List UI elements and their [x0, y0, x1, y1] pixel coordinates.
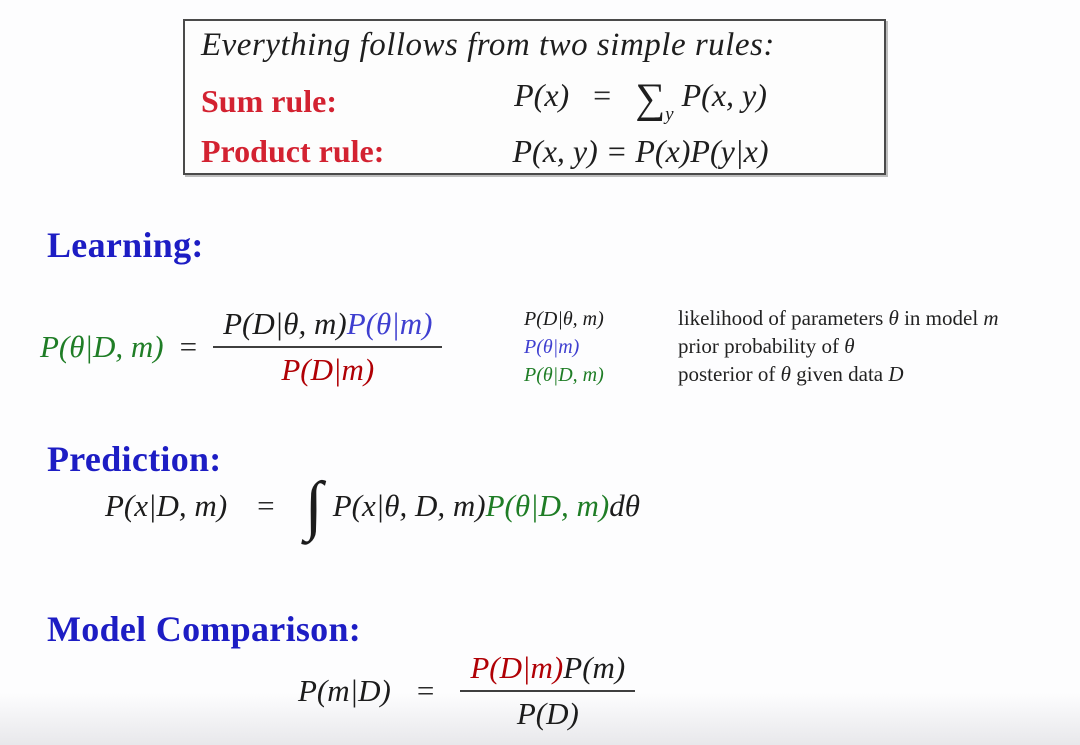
- sum-rule-row: Sum rule: P(x) = ∑y P(x, y): [201, 73, 870, 129]
- posterior-term: P(θ|D, m): [40, 329, 164, 364]
- model-comparison-heading: Model Comparison:: [47, 609, 362, 649]
- summation-subscript: y: [665, 103, 674, 125]
- fraction-numerator: P(D|θ, m)P(θ|m): [213, 306, 442, 346]
- model-comparison-equation: P(m|D) = P(D|m)P(m) P(D): [298, 650, 636, 732]
- likelihood-term: P(D|θ, m): [223, 306, 347, 341]
- sum-rhs: P(x, y): [681, 76, 767, 113]
- predictive-term: P(x|D, m): [105, 487, 228, 523]
- evidence-term: P(D|m): [213, 346, 443, 388]
- text-segment: θ: [888, 306, 899, 330]
- integrand-likelihood: P(x|θ, D, m): [332, 487, 486, 523]
- legend-description-posterior: posterior of θ given data D: [678, 362, 999, 387]
- text-segment: given data: [790, 362, 889, 386]
- text-segment: in model: [898, 306, 984, 330]
- product-rule-row: Product rule: P(x, y) = P(x)P(y|x): [201, 129, 870, 173]
- equals-sign: =: [593, 76, 612, 113]
- model-fraction: P(D|m)P(m) P(D): [460, 650, 636, 732]
- rules-intro: Everything follows from two simple rules…: [201, 27, 775, 63]
- sum-rule-formula: P(x) = ∑y P(x, y): [451, 77, 870, 126]
- text-segment: likelihood of parameters: [678, 306, 889, 330]
- prediction-heading: Prediction:: [47, 439, 222, 479]
- legend-description-prior: prior probability of θ: [678, 334, 999, 359]
- model-prior-term: P(m): [563, 650, 626, 685]
- model-evidence-term: P(D|m): [470, 650, 564, 685]
- text-segment: prior probability of: [678, 334, 845, 358]
- equals-sign: =: [179, 329, 198, 364]
- text-segment: θ: [780, 362, 791, 386]
- text-segment: m: [983, 306, 999, 330]
- equals-sign: =: [257, 487, 275, 523]
- prior-term: P(θ|m): [346, 306, 433, 341]
- text-segment: posterior of: [678, 362, 781, 386]
- differential: dθ: [609, 487, 640, 523]
- sum-rule-label: Sum rule:: [201, 82, 337, 119]
- equals-sign: =: [416, 673, 435, 708]
- model-posterior-term: P(m|D): [298, 673, 391, 708]
- legend-formula-posterior: P(θ|D, m): [524, 364, 604, 386]
- legend-formula-likelihood: P(D|θ, m): [524, 308, 604, 330]
- summation-symbol: ∑: [635, 75, 666, 122]
- legend-description-likelihood: likelihood of parameters θ in model m: [678, 306, 999, 331]
- bayes-fraction: P(D|θ, m)P(θ|m) P(D|m): [213, 306, 443, 388]
- sum-lhs: P(x): [514, 76, 570, 113]
- text-segment: D: [888, 362, 904, 386]
- learning-heading: Learning:: [47, 225, 204, 265]
- prediction-equation: P(x|D, m) = ∫ P(x|θ, D, m) P(θ|D, m) dθ: [105, 469, 640, 542]
- fraction-numerator: P(D|m)P(m): [460, 650, 635, 690]
- integrand-posterior: P(θ|D, m): [485, 487, 610, 523]
- legend-formula-prior: P(θ|m): [524, 336, 580, 358]
- rules-box: Everything follows from two simple rules…: [183, 19, 886, 175]
- product-rule-formula: P(x, y) = P(x)P(y|x): [512, 132, 769, 169]
- term-legend: P(D|θ, m) likelihood of parameters θ in …: [524, 306, 999, 387]
- text-segment: θ: [844, 334, 855, 358]
- integral-symbol: ∫: [304, 469, 323, 542]
- learning-equation: P(θ|D, m) = P(D|θ, m)P(θ|m) P(D|m): [40, 306, 443, 388]
- data-marginal-term: P(D): [460, 690, 636, 732]
- product-rule-label: Product rule:: [201, 132, 385, 169]
